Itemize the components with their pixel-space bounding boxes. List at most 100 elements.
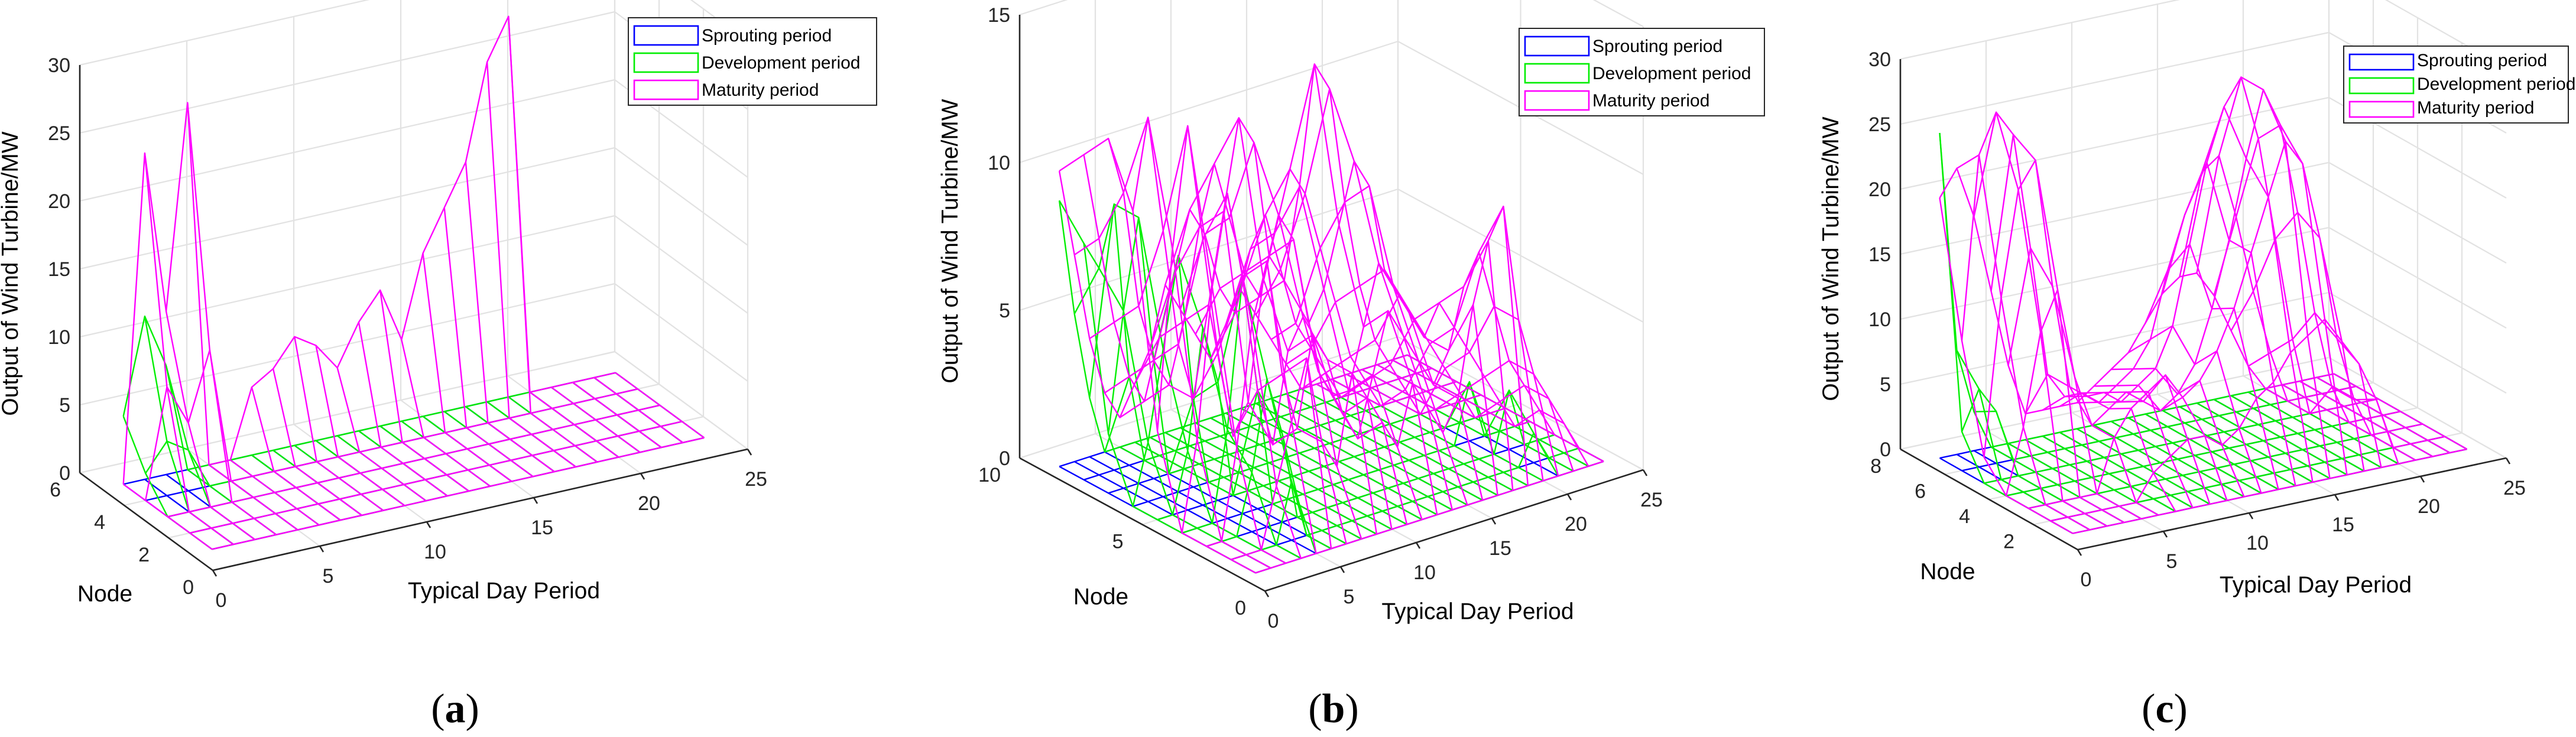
grid-line (1019, 336, 1399, 459)
mesh-line-period (187, 102, 277, 535)
mesh-line-period (1195, 239, 1393, 530)
legend-label: Development period (2417, 74, 2576, 94)
x-tick (2419, 476, 2425, 483)
x-tick (1339, 566, 1345, 573)
grid-line (79, 215, 615, 338)
y-tick-label: 0 (1235, 597, 1246, 619)
z-tick-label: 15 (988, 4, 1010, 27)
mesh-line-period (2111, 368, 2245, 497)
mesh-line-period (165, 311, 255, 540)
y-tick-label: 8 (1870, 455, 1881, 478)
mesh-line-period (1195, 422, 1393, 530)
caption-b: (b) (1308, 686, 1359, 732)
mesh-line-period (358, 322, 448, 497)
mesh-line-period (1956, 154, 2091, 531)
mesh-line-period (2299, 380, 2434, 457)
y-axis-label: Node (1073, 585, 1128, 610)
mesh-line-period (1973, 111, 2108, 527)
y-tick-label: 10 (978, 464, 1001, 486)
y-tick-label: 2 (2003, 531, 2014, 553)
mesh-line-period (2264, 386, 2399, 465)
legend-swatch (633, 25, 699, 46)
x-tick-label: 15 (2332, 514, 2354, 536)
x-tick-label: 25 (2503, 477, 2526, 499)
mesh-line-period (2094, 384, 2228, 501)
axes (79, 65, 748, 572)
grid-line (614, 283, 748, 382)
surfaces (1058, 63, 1604, 574)
surface-maturity-period (122, 15, 705, 550)
z-axis-label: Output of Wind Turbine/MW (0, 131, 23, 415)
mesh-line-period (2059, 431, 2194, 509)
mesh-line-period (1331, 206, 1529, 486)
mesh-line-period (1286, 393, 1483, 501)
z-tick-label: 10 (988, 152, 1010, 174)
mesh-line-period (2282, 384, 2416, 461)
mesh-line-period (1286, 269, 1484, 501)
mesh-line-period (2127, 417, 2262, 494)
x-tick-label: 15 (531, 517, 553, 539)
mesh-line-period (1119, 276, 1317, 554)
grid-line (1397, 189, 1644, 323)
mesh-line-period (1346, 306, 1544, 481)
mesh-line-period (1255, 402, 1453, 511)
mesh-line-period (1939, 132, 2074, 534)
mesh-line-period (2247, 391, 2382, 469)
grid-line (1900, 31, 2330, 125)
mesh-line-period (508, 16, 598, 463)
mesh-line-period (1990, 134, 2125, 524)
z-tick-label: 25 (48, 122, 70, 145)
x-tick (1415, 542, 1421, 549)
y-axis-line (1900, 448, 2078, 551)
axis-labels: Typical Day Period Node Output of Wind Tur… (1818, 116, 2412, 598)
x-tick (1491, 518, 1497, 525)
z-tick-label: 10 (48, 326, 70, 349)
z-tick-label: 25 (1868, 113, 1891, 136)
surfaces (122, 15, 705, 550)
x-axis-label: Typical Day Period (2220, 573, 2412, 598)
mesh-line-period (1407, 354, 1604, 462)
grid-line (1592, 0, 1644, 27)
mesh-line-period (1939, 197, 2074, 534)
surface-maturity-period (1939, 76, 2468, 534)
y-tick-label: 6 (50, 479, 61, 501)
mesh-line-period (208, 464, 299, 531)
y-tick-label: 4 (1959, 505, 1970, 528)
legend-swatch (2348, 53, 2415, 71)
mesh-line-period (2179, 106, 2314, 483)
legend-swatch (633, 52, 699, 73)
mesh-line-period (2179, 406, 2314, 483)
legend-swatch (2348, 77, 2415, 95)
mesh-line-period (2042, 395, 2176, 512)
mesh-line-period (1240, 63, 1438, 515)
x-axis-label: Typical Day Period (408, 579, 600, 604)
mesh-line-period (2196, 402, 2331, 479)
mesh-line-node (212, 437, 705, 550)
grid-line (79, 11, 615, 134)
grid-line (1019, 0, 1068, 16)
mesh-line-period (1974, 410, 2108, 527)
mesh-line-node (167, 404, 660, 518)
mesh-line-period (572, 382, 662, 449)
mesh-line-period (529, 391, 619, 458)
grid-line (1900, 226, 2330, 320)
x-tick-label: 20 (2418, 495, 2440, 518)
legend-label: Development period (1592, 64, 1751, 83)
x-tick (747, 449, 752, 456)
caption-c: (c) (2142, 686, 2188, 732)
mesh-line-period (1270, 398, 1468, 506)
z-axis-label: Output of Wind Turbine/MW (937, 99, 963, 383)
mesh-line-period (1377, 364, 1574, 472)
mesh-line-period (1074, 116, 1271, 569)
mesh-line-period (2230, 395, 2365, 472)
mesh-line-period (122, 483, 213, 550)
axis-labels: Typical Day Period Node Output of Wind Tur… (0, 131, 600, 606)
mesh-line-node (1231, 206, 1580, 560)
mesh-line-node (145, 349, 638, 501)
mesh-line-node (1255, 460, 1604, 574)
y-tick-label: 2 (138, 544, 150, 566)
mesh-line-period (1391, 359, 1589, 467)
mesh-line-period (1301, 293, 1498, 496)
y-axis-label: Node (77, 582, 132, 607)
caption-letter-b: b (1322, 686, 1345, 732)
